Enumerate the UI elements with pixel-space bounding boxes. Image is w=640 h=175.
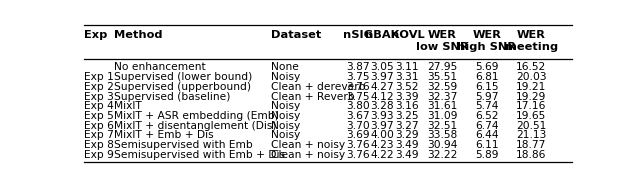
Text: 4.22: 4.22 bbox=[371, 150, 394, 160]
Text: 3.76: 3.76 bbox=[346, 82, 369, 92]
Text: Exp 7: Exp 7 bbox=[84, 130, 114, 140]
Text: None: None bbox=[271, 62, 299, 72]
Text: 19.29: 19.29 bbox=[516, 92, 547, 102]
Text: Supervised (lower bound): Supervised (lower bound) bbox=[114, 72, 252, 82]
Text: 18.86: 18.86 bbox=[516, 150, 547, 160]
Text: Exp 2: Exp 2 bbox=[84, 82, 114, 92]
Text: Noisy: Noisy bbox=[271, 130, 300, 140]
Text: 3.87: 3.87 bbox=[346, 62, 369, 72]
Text: 31.09: 31.09 bbox=[427, 111, 458, 121]
Text: 3.80: 3.80 bbox=[346, 101, 370, 111]
Text: MixIT: MixIT bbox=[114, 101, 141, 111]
Text: 3.11: 3.11 bbox=[396, 62, 419, 72]
Text: 17.16: 17.16 bbox=[516, 101, 547, 111]
Text: Exp 8: Exp 8 bbox=[84, 140, 114, 150]
Text: Noisy: Noisy bbox=[271, 72, 300, 82]
Text: 4.00: 4.00 bbox=[371, 130, 394, 140]
Text: 32.22: 32.22 bbox=[427, 150, 457, 160]
Text: Semisupervised with Emb: Semisupervised with Emb bbox=[114, 140, 252, 150]
Text: 35.51: 35.51 bbox=[427, 72, 457, 82]
Text: Noisy: Noisy bbox=[271, 121, 300, 131]
Text: Exp 4: Exp 4 bbox=[84, 101, 114, 111]
Text: 19.65: 19.65 bbox=[516, 111, 547, 121]
Text: Exp 3: Exp 3 bbox=[84, 92, 114, 102]
Text: 6.44: 6.44 bbox=[475, 130, 499, 140]
Text: 3.31: 3.31 bbox=[396, 72, 419, 82]
Text: Clean + noisy: Clean + noisy bbox=[271, 150, 345, 160]
Text: WER
meeting: WER meeting bbox=[505, 30, 558, 52]
Text: Method: Method bbox=[114, 30, 162, 40]
Text: 3.67: 3.67 bbox=[346, 111, 369, 121]
Text: 20.51: 20.51 bbox=[516, 121, 547, 131]
Text: Exp 9: Exp 9 bbox=[84, 150, 114, 160]
Text: Exp: Exp bbox=[84, 30, 108, 40]
Text: Dataset: Dataset bbox=[271, 30, 321, 40]
Text: 33.58: 33.58 bbox=[427, 130, 457, 140]
Text: Clean + noisy: Clean + noisy bbox=[271, 140, 345, 150]
Text: 3.52: 3.52 bbox=[396, 82, 419, 92]
Text: MixIT + ASR embedding (Emb): MixIT + ASR embedding (Emb) bbox=[114, 111, 278, 121]
Text: MixIT + Emb + Dis: MixIT + Emb + Dis bbox=[114, 130, 213, 140]
Text: WER
high SNR: WER high SNR bbox=[457, 30, 516, 52]
Text: 27.95: 27.95 bbox=[427, 62, 457, 72]
Text: nSIG: nSIG bbox=[343, 30, 372, 40]
Text: 4.23: 4.23 bbox=[371, 140, 394, 150]
Text: Clean + dereverb: Clean + dereverb bbox=[271, 82, 365, 92]
Text: No enhancement: No enhancement bbox=[114, 62, 205, 72]
Text: 3.16: 3.16 bbox=[396, 101, 419, 111]
Text: 3.49: 3.49 bbox=[396, 140, 419, 150]
Text: Supervised (baseline): Supervised (baseline) bbox=[114, 92, 230, 102]
Text: 3.76: 3.76 bbox=[346, 140, 369, 150]
Text: 3.25: 3.25 bbox=[396, 111, 419, 121]
Text: 6.74: 6.74 bbox=[475, 121, 499, 131]
Text: 16.52: 16.52 bbox=[516, 62, 547, 72]
Text: 3.05: 3.05 bbox=[371, 62, 394, 72]
Text: 32.59: 32.59 bbox=[427, 82, 457, 92]
Text: 4.12: 4.12 bbox=[371, 92, 394, 102]
Text: 4.27: 4.27 bbox=[371, 82, 394, 92]
Text: 3.49: 3.49 bbox=[396, 150, 419, 160]
Text: 3.69: 3.69 bbox=[346, 130, 369, 140]
Text: 5.69: 5.69 bbox=[475, 62, 499, 72]
Text: 3.97: 3.97 bbox=[371, 72, 394, 82]
Text: 19.21: 19.21 bbox=[516, 82, 547, 92]
Text: Noisy: Noisy bbox=[271, 101, 300, 111]
Text: Exp 6: Exp 6 bbox=[84, 121, 114, 131]
Text: 6.52: 6.52 bbox=[475, 111, 499, 121]
Text: 3.97: 3.97 bbox=[371, 121, 394, 131]
Text: Noisy: Noisy bbox=[271, 111, 300, 121]
Text: Semisupervised with Emb + Dis: Semisupervised with Emb + Dis bbox=[114, 150, 285, 160]
Text: Clean + Reverb: Clean + Reverb bbox=[271, 92, 355, 102]
Text: 3.70: 3.70 bbox=[346, 121, 370, 131]
Text: 30.94: 30.94 bbox=[427, 140, 458, 150]
Text: MixIT + disentanglement (Dis): MixIT + disentanglement (Dis) bbox=[114, 121, 276, 131]
Text: Supervised (upperbound): Supervised (upperbound) bbox=[114, 82, 251, 92]
Text: WER
low SNR: WER low SNR bbox=[416, 30, 468, 52]
Text: 21.13: 21.13 bbox=[516, 130, 547, 140]
Text: 3.27: 3.27 bbox=[396, 121, 419, 131]
Text: 3.75: 3.75 bbox=[346, 92, 369, 102]
Text: 6.15: 6.15 bbox=[475, 82, 499, 92]
Text: 5.97: 5.97 bbox=[475, 92, 499, 102]
Text: Exp 1: Exp 1 bbox=[84, 72, 114, 82]
Text: 3.93: 3.93 bbox=[371, 111, 394, 121]
Text: 32.51: 32.51 bbox=[427, 121, 457, 131]
Text: 3.76: 3.76 bbox=[346, 150, 369, 160]
Text: 3.29: 3.29 bbox=[396, 130, 419, 140]
Text: 31.61: 31.61 bbox=[427, 101, 457, 111]
Text: Exp 5: Exp 5 bbox=[84, 111, 114, 121]
Text: 3.39: 3.39 bbox=[396, 92, 419, 102]
Text: 18.77: 18.77 bbox=[516, 140, 547, 150]
Text: nOVL: nOVL bbox=[390, 30, 424, 40]
Text: 32.37: 32.37 bbox=[427, 92, 457, 102]
Text: 20.03: 20.03 bbox=[516, 72, 547, 82]
Text: 6.81: 6.81 bbox=[475, 72, 499, 82]
Text: 3.28: 3.28 bbox=[371, 101, 394, 111]
Text: 6.11: 6.11 bbox=[475, 140, 499, 150]
Text: 5.74: 5.74 bbox=[475, 101, 499, 111]
Text: 5.89: 5.89 bbox=[475, 150, 499, 160]
Text: 3.75: 3.75 bbox=[346, 72, 369, 82]
Text: nBAK: nBAK bbox=[365, 30, 400, 40]
